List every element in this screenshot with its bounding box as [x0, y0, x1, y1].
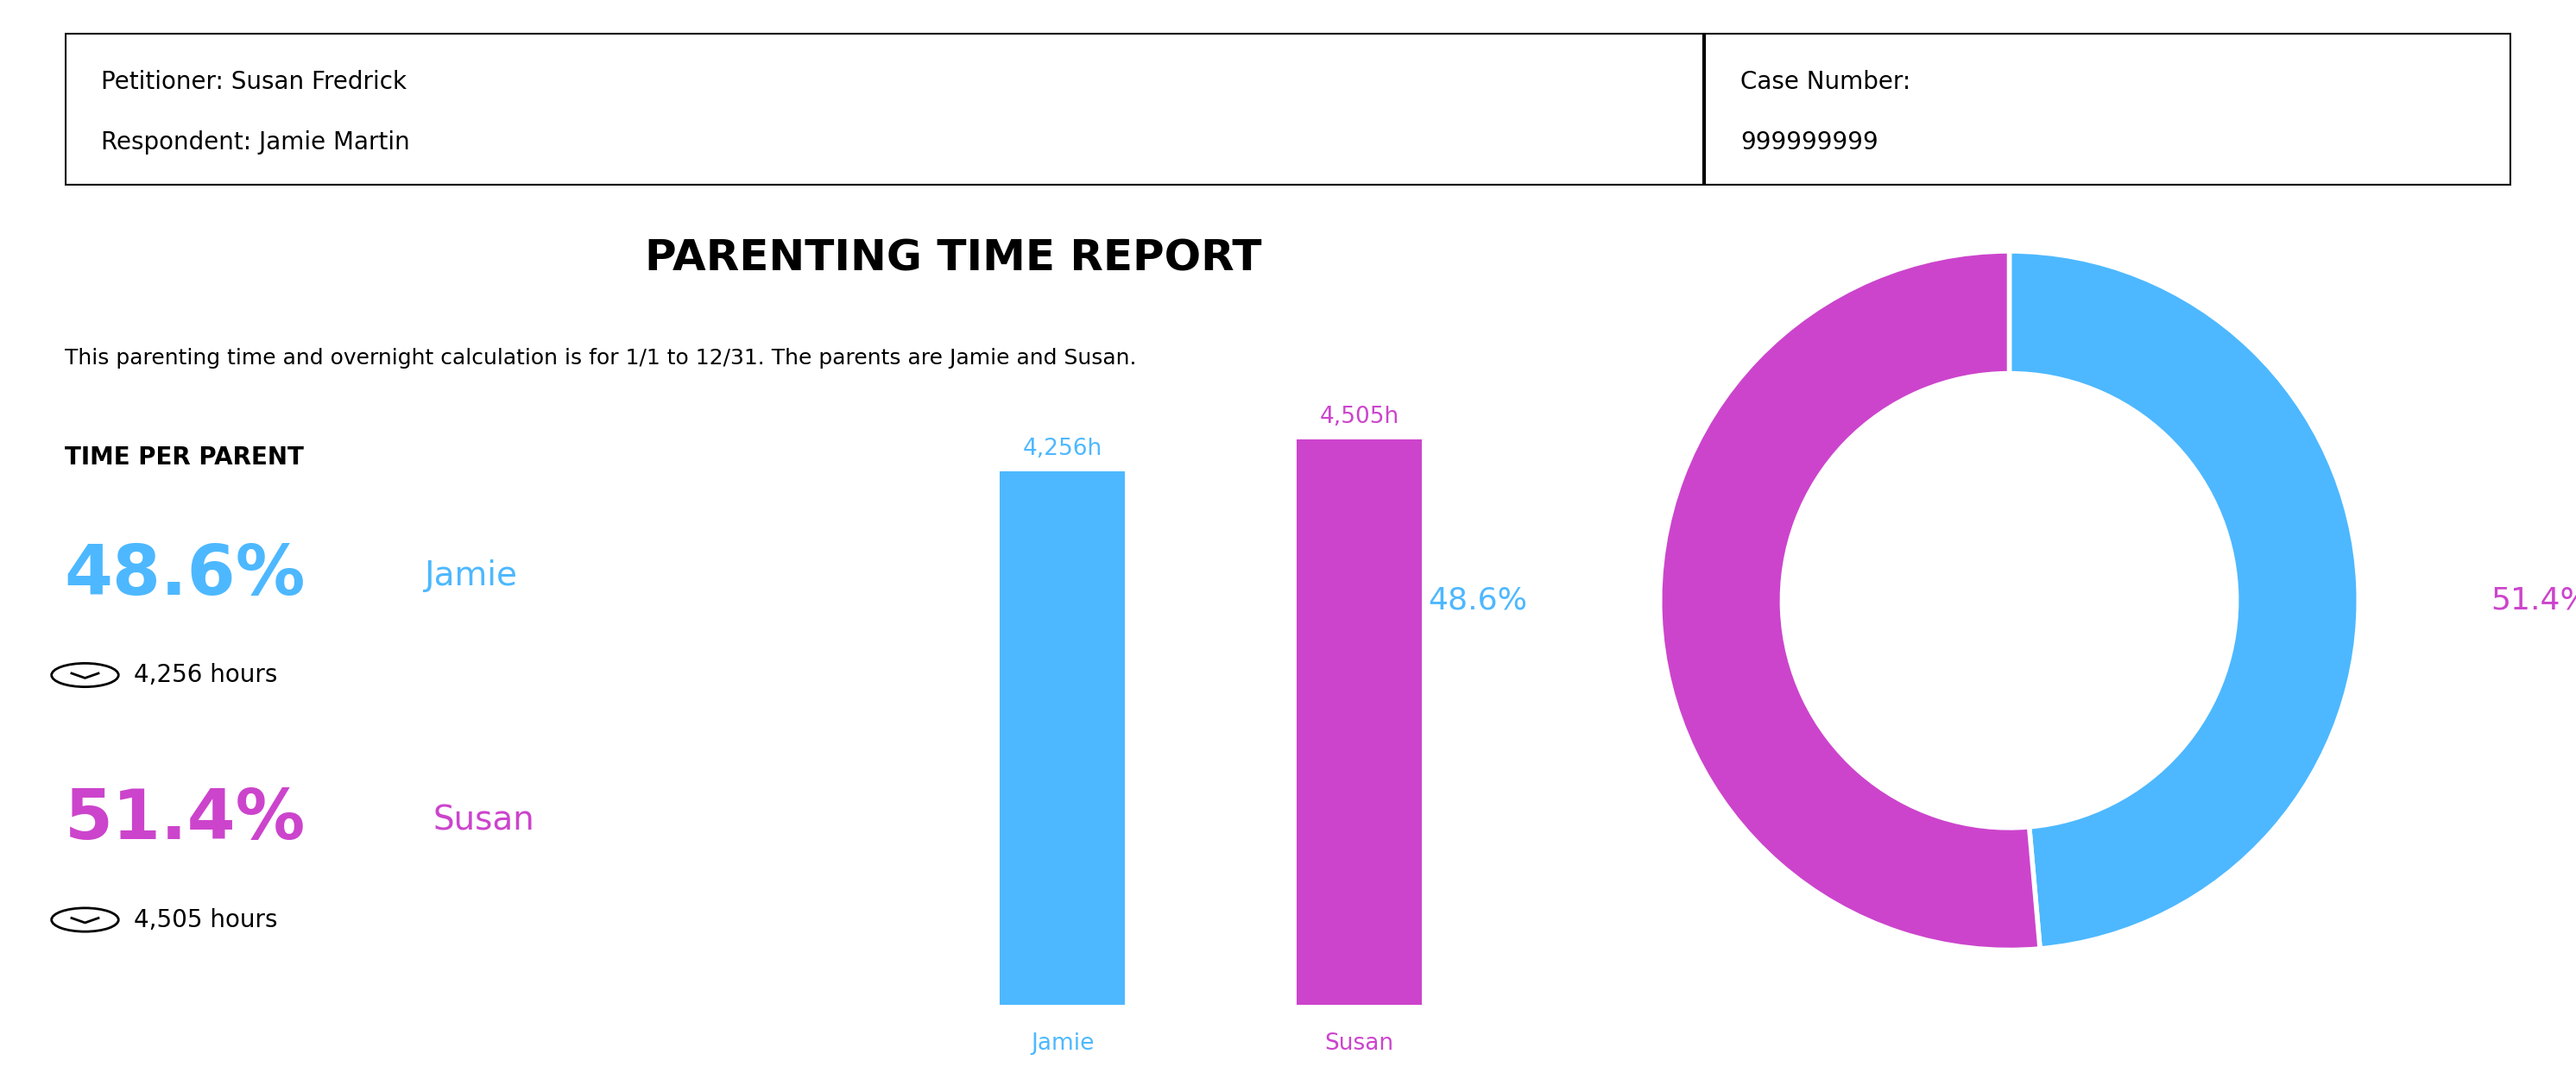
Text: 51.4%: 51.4%	[2491, 586, 2576, 615]
Text: 48.6%: 48.6%	[1430, 586, 1528, 615]
Text: Jamie: Jamie	[1030, 1032, 1095, 1055]
Text: This parenting time and overnight calculation is for 1/1 to 12/31. The parents a: This parenting time and overnight calcul…	[64, 347, 1136, 368]
Text: TIME PER PARENT: TIME PER PARENT	[64, 446, 304, 470]
Text: 4,256 hours: 4,256 hours	[134, 663, 278, 687]
Bar	[999, 471, 1126, 1005]
Text: PARENTING TIME REPORT: PARENTING TIME REPORT	[644, 237, 1262, 278]
Text: Susan: Susan	[1324, 1032, 1394, 1055]
Text: 4,505h: 4,505h	[1319, 406, 1399, 428]
Text: 999999999: 999999999	[1741, 131, 1878, 155]
Wedge shape	[1659, 251, 2040, 950]
Text: 51.4%: 51.4%	[64, 786, 307, 854]
Text: 4,256h: 4,256h	[1023, 437, 1103, 460]
Text: Petitioner: Susan Fredrick: Petitioner: Susan Fredrick	[100, 70, 407, 94]
Text: 48.6%: 48.6%	[64, 542, 307, 609]
Wedge shape	[2009, 251, 2360, 949]
Text: Susan: Susan	[433, 804, 533, 836]
Text: 4,505 hours: 4,505 hours	[134, 907, 278, 931]
Text: Jamie: Jamie	[425, 559, 518, 592]
Bar	[1296, 440, 1422, 1005]
Text: Case Number:: Case Number:	[1741, 70, 1911, 94]
Text: Respondent: Jamie Martin: Respondent: Jamie Martin	[100, 131, 410, 155]
FancyBboxPatch shape	[64, 33, 2512, 186]
